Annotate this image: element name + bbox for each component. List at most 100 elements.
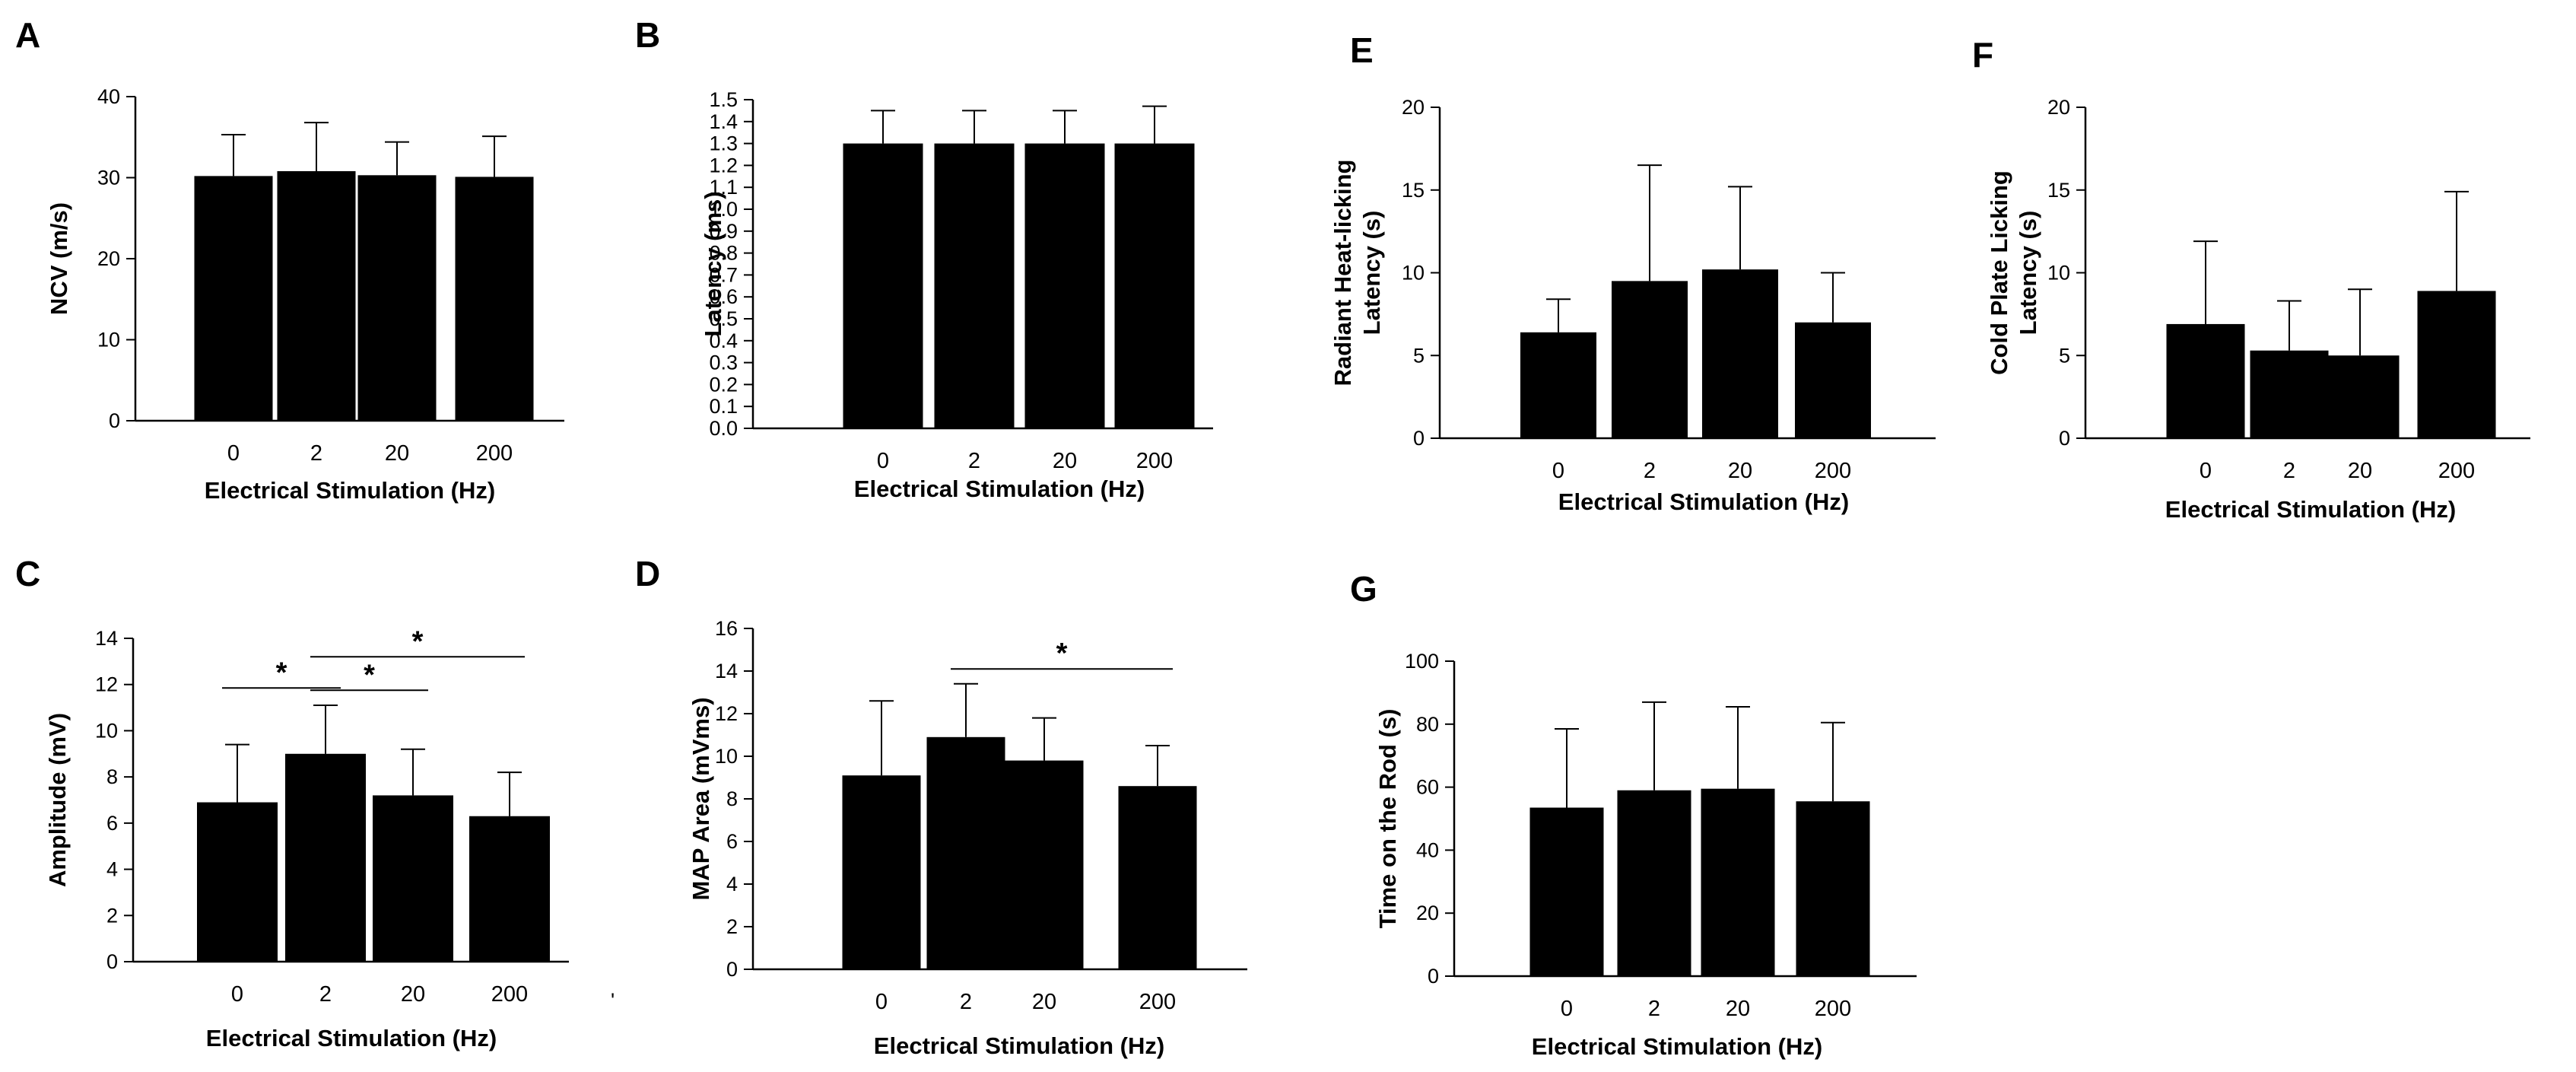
y-tick-label: 40 — [97, 85, 120, 108]
y-tick-label: 1.1 — [709, 176, 738, 199]
y-tick-label: 0.9 — [709, 220, 738, 243]
y-axis-label-line: Amplitude (mV) — [44, 713, 71, 887]
y-tick-label: 0.3 — [709, 352, 738, 374]
x-tick-label: 2 — [960, 990, 972, 1014]
bar — [455, 177, 534, 421]
bar — [926, 736, 1005, 969]
y-tick-label: 0.2 — [709, 373, 738, 396]
x-tick-label: 20 — [2348, 459, 2372, 483]
bar — [2250, 350, 2329, 438]
y-tick-label: 8 — [726, 787, 738, 810]
bar — [1701, 788, 1775, 976]
bar — [1024, 143, 1105, 428]
y-axis-label: MAP Area (mVms) — [688, 697, 714, 900]
y-tick-label: 80 — [1416, 713, 1439, 736]
y-axis-label-line: Latency (s) — [2015, 211, 2041, 336]
x-tick-label: 0 — [875, 990, 888, 1014]
bar — [843, 143, 923, 428]
significance-star: * — [276, 657, 287, 689]
x-tick-label: 20 — [385, 441, 409, 466]
x-tick-label: 20 — [1726, 997, 1750, 1021]
bar — [373, 795, 453, 962]
y-tick-label: 0 — [2059, 427, 2070, 450]
x-tick-label: 200 — [2438, 459, 2475, 483]
x-tick-label: 2 — [319, 982, 332, 1007]
panel-label: E — [1350, 30, 1374, 70]
panel-a: A 0 10 20 30 40 0 2 20 200 Electrical Stimulation … — [15, 15, 564, 504]
y-tick-label: 0 — [726, 958, 738, 981]
y-axis-label: Amplitude (mV) — [44, 713, 71, 887]
bar — [2417, 291, 2496, 438]
bar — [1005, 760, 1084, 969]
y-tick-label: 5 — [2059, 344, 2070, 367]
x-tick-label: 200 — [1139, 990, 1176, 1014]
y-tick-label: 0.7 — [709, 263, 738, 286]
x-tick-label: 2 — [310, 441, 322, 466]
y-tick-label: 0.5 — [709, 307, 738, 330]
x-axis-label: Electrical Stimulation (Hz) — [2165, 496, 2456, 523]
y-tick-label: 4 — [726, 873, 738, 895]
bar — [469, 816, 550, 962]
y-tick-label: 0.0 — [709, 417, 738, 440]
x-tick-label: 0 — [1552, 459, 1564, 483]
y-axis-label-line: Radiant Heat-licking — [1329, 160, 1356, 386]
y-tick-label: 40 — [1416, 838, 1439, 861]
x-tick-label: 2 — [1648, 997, 1660, 1021]
y-tick-label: 4 — [106, 858, 118, 881]
panel-label: F — [1972, 35, 1993, 75]
panel-g: G 0 20 40 60 80 100 0 2 20 200 Electrical Stimulati… — [1350, 569, 1917, 1060]
x-tick-label: 2 — [1644, 459, 1656, 483]
y-tick-label: 1.3 — [709, 132, 738, 155]
x-tick-label: 2 — [968, 449, 980, 473]
x-axis-label: Electrical Stimulation (Hz) — [1532, 1033, 1822, 1060]
x-tick-label: 200 — [1815, 459, 1851, 483]
y-tick-label: 6 — [106, 812, 118, 835]
x-axis-label: Electrical Stimulation (Hz) — [205, 477, 495, 504]
y-axis-label: NCV (m/s) — [46, 202, 72, 315]
bar — [1114, 143, 1195, 428]
y-tick-label: 1.5 — [709, 88, 738, 111]
x-axis-label: Electrical Stimulation (Hz) — [1558, 488, 1849, 515]
y-tick-label: 1.2 — [709, 154, 738, 177]
panel-label: D — [635, 554, 660, 593]
y-tick-label: 15 — [2047, 179, 2070, 202]
y-tick-label: 0.6 — [709, 285, 738, 308]
bar — [1796, 801, 1870, 976]
x-tick-label: 200 — [476, 441, 513, 466]
y-tick-label: 0.4 — [709, 329, 738, 352]
panel-label: G — [1350, 569, 1377, 609]
bar — [1118, 786, 1197, 969]
y-tick-label: 0.8 — [709, 242, 738, 265]
bar — [934, 143, 1015, 428]
y-tick-label: 100 — [1405, 650, 1439, 673]
y-tick-label: 10 — [97, 329, 120, 352]
x-tick-label: 0 — [877, 449, 889, 473]
y-tick-label: 60 — [1416, 776, 1439, 799]
significance-star: * — [1056, 638, 1068, 670]
panel-label: B — [635, 15, 660, 55]
y-axis-label-line: Cold Plate Licking — [1986, 170, 2012, 375]
x-tick-label: 0 — [2200, 459, 2212, 483]
x-tick-label: 2 — [2283, 459, 2295, 483]
x-axis-label: Electrical Stimulation (Hz) — [874, 1032, 1164, 1059]
y-tick-label: 30 — [97, 167, 120, 189]
y-tick-label: 8 — [106, 765, 118, 788]
y-tick-label: 20 — [1416, 902, 1439, 924]
y-tick-label: 10 — [95, 719, 118, 742]
y-tick-label: 1.4 — [709, 110, 738, 133]
bar — [1612, 281, 1688, 438]
x-tick-label: 20 — [1728, 459, 1752, 483]
x-axis-label: Electrical Stimulation (Hz) — [854, 476, 1145, 502]
x-axis-label: Electrical Stimulation (Hz) — [206, 1025, 497, 1051]
bar — [194, 176, 273, 421]
y-tick-label: 0 — [1428, 965, 1439, 988]
y-axis-label: Radiant Heat-lickingLatency (s) — [1329, 160, 1385, 386]
y-tick-label: 6 — [726, 830, 738, 853]
x-tick-label: 20 — [401, 982, 425, 1007]
y-tick-label: 12 — [95, 673, 118, 696]
panel-label: A — [15, 15, 40, 55]
y-axis-label-line: Time on the Rod (s) — [1374, 709, 1401, 929]
x-tick-label: 200 — [491, 982, 528, 1007]
y-tick-label: 2 — [106, 904, 118, 927]
